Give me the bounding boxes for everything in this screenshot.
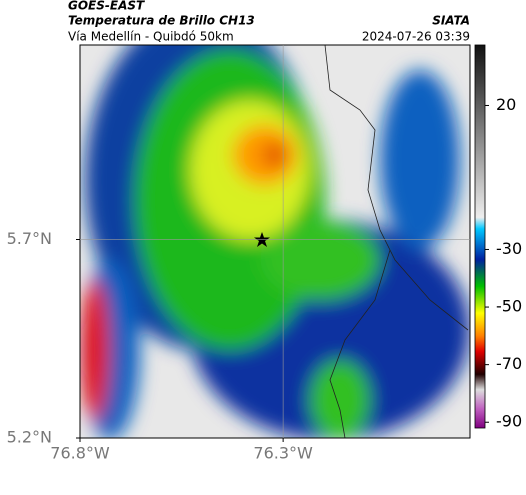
y-tick-label: 5.2°N (7, 428, 52, 447)
colorbar-tick-label: -50 (496, 297, 522, 316)
colorbar (474, 44, 486, 429)
x-tick-label: 76.8°W (50, 444, 110, 463)
source: GOES-EAST (68, 0, 145, 13)
colorbar-tick-label: -90 (496, 412, 522, 431)
route: Vía Medellín - Quibdó 50km (68, 30, 234, 44)
colorbar-tick-label: -30 (496, 239, 522, 258)
product: Temperatura de Brillo CH13 (68, 14, 255, 28)
colorbar-tick-label: 20 (496, 95, 516, 114)
x-tick-label: 76.3°W (253, 444, 313, 463)
y-tick-label: 5.7°N (7, 229, 52, 248)
map-frame (79, 44, 471, 439)
colorbar-tick-label: -70 (496, 354, 522, 373)
brightness-field (80, 45, 470, 438)
agency: SIATA (432, 14, 470, 28)
timestamp: 2024-07-26 03:39 (362, 30, 470, 44)
